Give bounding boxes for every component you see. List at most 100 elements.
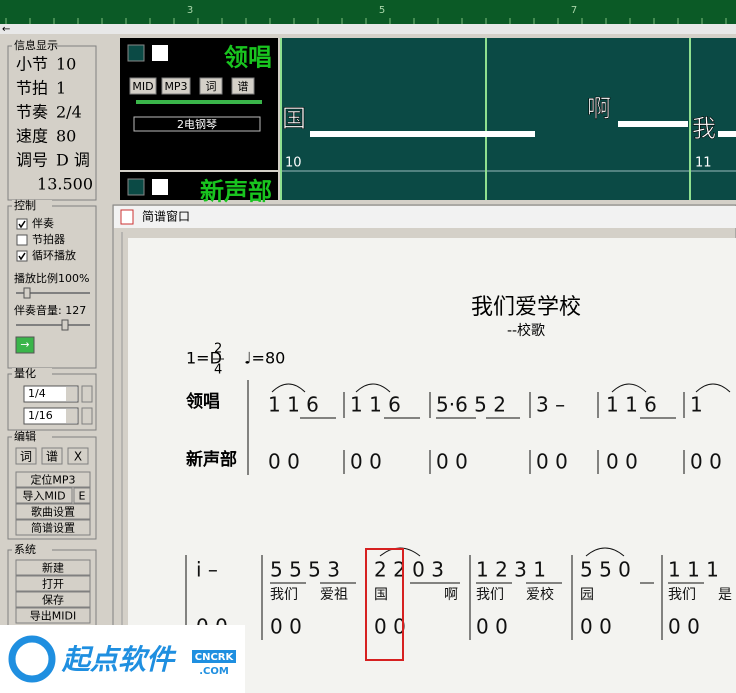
group-title-bg [12,368,52,380]
go-button-label[interactable]: → [20,338,29,351]
ruler-number: 5 [379,5,385,16]
track-swatch [127,44,145,62]
info-value: 1 [56,79,66,98]
note: 0 0 [536,450,568,474]
watermark-site: .COM [199,666,229,677]
note: 0 0 [270,615,302,639]
note-bar [618,121,688,127]
track-header [120,172,278,200]
info-label: 节拍 [16,79,48,98]
button [15,607,91,624]
button-label[interactable]: 歌曲设置 [31,505,75,519]
slider-thumb [23,287,31,299]
window-title: 简谱窗口 [142,210,190,224]
track-level [136,100,262,104]
window-icon [120,209,134,225]
checkbox-label[interactable]: 节拍器 [32,232,65,246]
button-label[interactable]: 导出MIDI [30,609,76,623]
button-label[interactable]: 新建 [42,561,64,575]
checkbox [16,218,28,230]
button-label[interactable]: MID [132,80,153,93]
note-bar [310,131,535,137]
checkbox [16,234,28,246]
ruler [0,0,736,24]
note: 1 1 6 [606,393,657,417]
button [67,447,89,465]
group-title: 控制 [14,198,36,212]
watermark-logo [8,635,56,683]
button-label[interactable]: MP3 [164,80,187,93]
note: 1 1 6 [268,393,319,417]
button [41,447,63,465]
button-label[interactable]: 定位MP3 [30,473,75,487]
button-label[interactable]: 保存 [42,593,64,607]
spin [81,407,93,425]
info-value: 80 [56,127,76,146]
volume-label: 伴奏音量: 127 [14,303,86,317]
lyric: 园 [580,587,594,603]
note: 0 0 [580,615,612,639]
note: 1 1 6 [350,393,401,417]
button-label[interactable]: 谱 [238,79,249,93]
tie [271,383,306,393]
note-bar [718,131,736,137]
button-label[interactable]: 打开 [42,577,64,591]
select-value[interactable]: 1/16 [28,409,53,422]
spin [81,385,93,403]
button [15,519,91,536]
watermark-tag [192,650,236,663]
note: 5 5 5 3 [270,558,340,582]
part-name: 领唱 [186,391,220,412]
note: 0 0 [350,450,382,474]
checkbox-label[interactable]: 循环播放 [32,248,76,262]
tie [585,547,625,557]
ruler-number: 7 [571,5,577,16]
group-title: 信息显示 [14,38,58,52]
tie [611,383,647,393]
part-name: 新声部 [186,449,237,470]
info-time: 13.500 [37,175,93,194]
button [15,487,73,504]
button-label[interactable]: 词 [20,450,32,464]
group-title-bg [12,40,52,52]
select-arrow [66,409,77,423]
button-label[interactable]: E [79,490,86,503]
info-value: 2/4 [56,103,82,122]
button-label[interactable]: X [74,450,82,464]
button [15,575,91,592]
group-title-bg [12,200,52,212]
watermark-brand: 起点软件 [61,643,177,676]
group-title: 量化 [14,366,36,380]
note: 0 0 [268,450,300,474]
checkbox-mark [18,220,26,229]
select-value[interactable]: 1/4 [28,387,46,400]
tie [355,383,391,393]
time-bottom: 4 [214,363,222,378]
info-label: 小节 [16,55,48,74]
note: 0 0 [476,615,508,639]
ruler-arrow: ← [2,24,10,35]
ruler-strip [0,24,736,34]
button-label[interactable]: 词 [206,80,217,93]
button-label[interactable]: 简谱设置 [31,521,75,535]
note: 2 2 0 3 [374,558,444,582]
tie [695,383,731,393]
track-swatch [152,179,168,195]
track-swatch [127,178,145,196]
button [15,447,37,465]
checkbox-label[interactable]: 伴奏 [32,217,54,230]
info-label: 速度 [16,127,48,146]
checkbox-mark [18,252,26,261]
button [15,503,91,520]
lyric: 啊 [444,587,458,603]
button-label[interactable]: 导入MID [22,490,65,503]
key: 1=D [186,349,222,368]
note: 0 0 [606,450,638,474]
track-name: 领唱 [224,43,272,72]
lyric: 我们 [270,587,298,603]
button [161,77,191,95]
info-label: 节奏 [16,103,48,122]
button-label[interactable]: 谱 [46,450,58,464]
lyric: 爱祖 [320,587,348,603]
ruler-number: 3 [187,5,193,16]
